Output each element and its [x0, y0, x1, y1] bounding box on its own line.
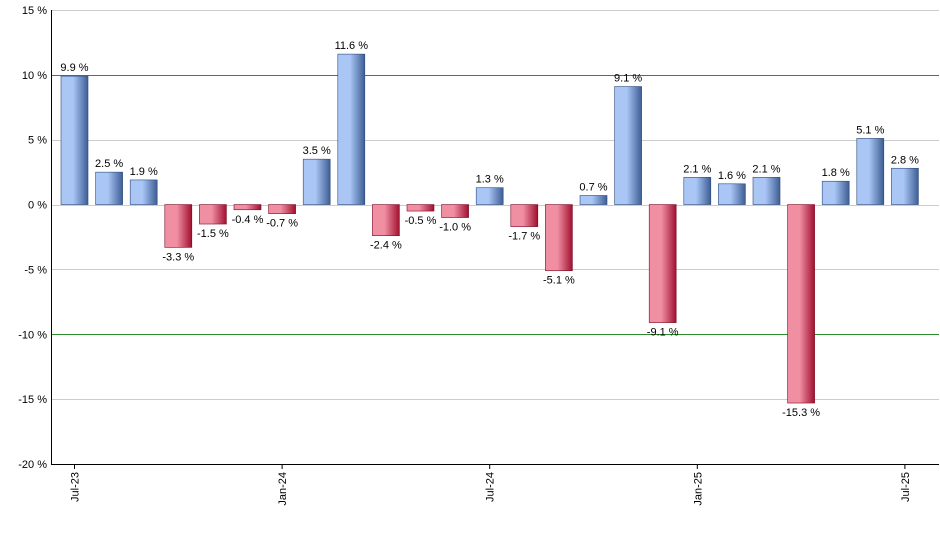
y-tick-label: -10 %	[18, 329, 47, 341]
bar	[302, 158, 331, 205]
data-label: -1.5 %	[197, 228, 229, 240]
y-tick-label: -20 %	[18, 459, 47, 471]
y-tick-label: -5 %	[24, 264, 47, 276]
gridlines	[51, 10, 939, 465]
data-label: 1.8 %	[822, 167, 850, 179]
data-label: 5.1 %	[856, 124, 884, 136]
data-label: 1.6 %	[718, 170, 746, 182]
bar	[199, 204, 227, 225]
bar	[718, 183, 746, 205]
bar	[268, 204, 296, 214]
axes	[51, 10, 939, 469]
y-tick-label: 0 %	[28, 200, 47, 212]
data-label: 0.7 %	[579, 181, 607, 193]
bar	[406, 204, 435, 212]
bar	[683, 177, 712, 205]
data-label: 2.1 %	[683, 163, 711, 175]
bar	[787, 204, 815, 404]
data-label: -9.1 %	[647, 327, 679, 339]
bar	[475, 187, 504, 205]
bar	[441, 204, 469, 218]
bar	[821, 180, 850, 205]
y-tick-label: 5 %	[28, 135, 47, 147]
bars	[60, 53, 919, 404]
data-label: 11.6 %	[335, 40, 369, 52]
data-label: -1.7 %	[508, 231, 540, 243]
data-label: 2.1 %	[752, 163, 780, 175]
y-axis-tick-labels: 15 % 10 % 5 % 0 % -5 % -10 % -15 % -20 %	[18, 5, 47, 471]
y-tick-label: 10 %	[22, 70, 47, 82]
bar	[752, 177, 781, 205]
bar	[510, 204, 539, 227]
data-label: 9.9 %	[60, 62, 88, 74]
bar	[233, 204, 262, 211]
data-label: -5.1 %	[543, 275, 575, 287]
bar	[164, 204, 193, 248]
bar	[856, 138, 885, 205]
data-label: -0.4 %	[232, 214, 264, 226]
x-tick-label: Jan-25	[692, 472, 704, 506]
data-label: 1.9 %	[130, 166, 158, 178]
x-tick-label: Jul-24	[485, 472, 497, 502]
bar	[545, 204, 573, 272]
data-label: -1.0 %	[439, 222, 471, 234]
bar	[891, 167, 919, 205]
data-label: -3.3 %	[162, 251, 194, 263]
data-label: 3.5 %	[303, 145, 331, 157]
x-tick-label: Jul-23	[70, 472, 82, 502]
bar	[372, 204, 400, 237]
bar	[648, 204, 677, 323]
data-label: 1.3 %	[476, 174, 504, 186]
bar	[129, 179, 158, 205]
x-tick-label: Jul-25	[900, 472, 912, 502]
y-tick-label: -15 %	[18, 394, 47, 406]
data-label: -15.3 %	[782, 407, 820, 419]
bar	[337, 53, 366, 205]
bar	[95, 171, 123, 205]
data-label: 2.8 %	[891, 154, 919, 166]
bar	[614, 86, 642, 205]
data-label: 2.5 %	[95, 158, 123, 170]
data-label: -0.7 %	[266, 218, 298, 230]
x-axis-tick-labels: Jul-23 Jan-24 Jul-24 Jan-25 Jul-25	[70, 472, 912, 506]
data-labels: 9.9 % 2.5 % 1.9 % -3.3 %-1.5 %-0.4 % -0.7 % 3…	[60, 40, 919, 419]
bar	[60, 75, 89, 205]
data-label: -2.4 %	[370, 240, 402, 252]
bar	[579, 195, 608, 205]
x-tick-label: Jan-24	[277, 472, 289, 506]
y-tick-label: 15 %	[22, 5, 47, 17]
data-label: -0.5 %	[405, 215, 437, 227]
data-label: 9.1 %	[614, 73, 642, 85]
